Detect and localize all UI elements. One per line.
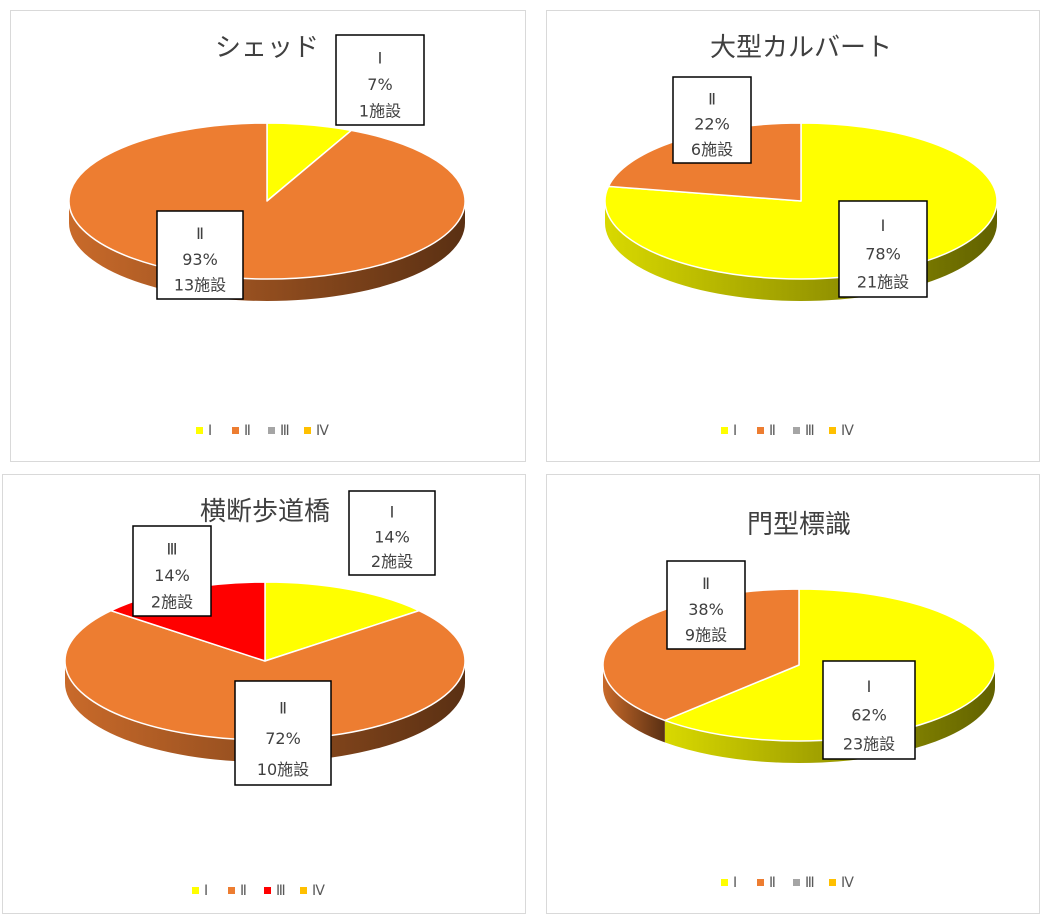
legend-swatch — [721, 427, 728, 434]
data-label-count: 13施設 — [174, 276, 226, 295]
legend-swatch — [757, 879, 764, 886]
legend-swatch — [721, 879, 728, 886]
data-label-percent: 62% — [851, 706, 887, 725]
data-label-count: 10施設 — [257, 760, 309, 779]
legend-label: Ⅳ — [841, 423, 854, 439]
data-label: Ⅱ 72% 10施設 — [234, 680, 332, 786]
pie-slice-Ⅰ — [264, 581, 420, 662]
legend-label: Ⅲ — [805, 875, 815, 891]
legend-label: Ⅲ — [280, 423, 290, 439]
data-label-percent: 72% — [265, 729, 301, 748]
data-label-count: 2施設 — [371, 552, 413, 571]
chart-title: 大型カルバート — [710, 33, 892, 63]
legend-swatch — [268, 427, 275, 434]
data-label-percent: 14% — [374, 527, 410, 546]
legend-label: Ⅳ — [312, 883, 325, 899]
pie-chart-svg: 横断歩道橋 Ⅲ 14% 2施設 Ⅰ 14% 2施設 Ⅱ 72% 10施設 Ⅰ Ⅱ Ⅲ Ⅳ — [64, 490, 466, 899]
data-label-category: Ⅰ — [390, 503, 395, 522]
data-label-percent: 38% — [688, 600, 724, 619]
data-label-category: Ⅱ — [702, 574, 710, 593]
pie-slice-Ⅱ — [68, 122, 466, 280]
data-label-count: 2施設 — [151, 592, 193, 611]
data-label-count: 1施設 — [359, 101, 401, 120]
legend-swatch — [829, 427, 836, 434]
data-label-category: Ⅰ — [867, 677, 872, 696]
legend-label: Ⅳ — [316, 423, 329, 439]
pie-panel-pedestrian-bridge: 横断歩道橋 Ⅲ 14% 2施設 Ⅰ 14% 2施設 Ⅱ 72% 10施設 Ⅰ Ⅱ Ⅲ Ⅳ — [2, 474, 526, 914]
legend-label: Ⅱ — [769, 875, 776, 891]
data-label: Ⅰ 78% 21施設 — [838, 200, 928, 298]
legend-label: Ⅰ — [208, 423, 212, 439]
pie-panel-gate-sign: 門型標識 Ⅱ 38% 9施設 Ⅰ 62% 23施設 Ⅰ Ⅱ Ⅲ Ⅳ — [546, 474, 1040, 914]
pie-chart-svg: 門型標識 Ⅱ 38% 9施設 Ⅰ 62% 23施設 Ⅰ Ⅱ Ⅲ Ⅳ — [602, 510, 996, 891]
data-label-category: Ⅰ — [378, 48, 383, 67]
chart-legend: Ⅰ Ⅱ Ⅲ Ⅳ — [196, 423, 329, 439]
legend-label: Ⅲ — [276, 883, 286, 899]
data-label: Ⅲ 14% 2施設 — [132, 525, 212, 617]
legend-swatch — [757, 427, 764, 434]
legend-swatch — [196, 427, 203, 434]
legend-label: Ⅱ — [240, 883, 247, 899]
pie-chart-svg: 大型カルバート Ⅱ 22% 6施設 Ⅰ 78% 21施設 Ⅰ Ⅱ Ⅲ Ⅳ — [604, 33, 998, 439]
data-label-count: 23施設 — [843, 734, 895, 753]
data-label: Ⅱ 22% 6施設 — [672, 76, 752, 164]
chart-legend: Ⅰ Ⅱ Ⅲ Ⅳ — [721, 423, 854, 439]
pie-slice-side — [65, 661, 465, 762]
legend-label: Ⅰ — [733, 423, 737, 439]
legend-swatch — [304, 427, 311, 434]
data-label-percent: 78% — [865, 244, 901, 263]
data-label: Ⅰ 7% 1施設 — [335, 34, 425, 126]
legend-swatch — [228, 887, 235, 894]
legend-swatch — [793, 879, 800, 886]
data-label: Ⅱ 38% 9施設 — [666, 560, 746, 650]
data-label-category: Ⅰ — [881, 216, 886, 235]
pie-slice-side — [603, 665, 665, 743]
data-label: Ⅰ 14% 2施設 — [348, 490, 436, 576]
pie-panel-shed: シェッド Ⅰ 7% 1施設 Ⅱ 93% 13施設 Ⅰ Ⅱ Ⅲ Ⅳ — [10, 10, 526, 462]
legend-label: Ⅰ — [204, 883, 208, 899]
legend-label: Ⅰ — [733, 875, 737, 891]
data-label: Ⅱ 93% 13施設 — [156, 210, 244, 300]
data-label-category: Ⅱ — [279, 699, 287, 718]
pie-chart-svg: シェッド Ⅰ 7% 1施設 Ⅱ 93% 13施設 Ⅰ Ⅱ Ⅲ Ⅳ — [68, 33, 466, 439]
chart-title: 横断歩道橋 — [200, 497, 330, 527]
data-label-count: 9施設 — [685, 626, 727, 645]
legend-label: Ⅳ — [841, 875, 854, 891]
data-label-count: 6施設 — [691, 140, 733, 159]
data-label-percent: 14% — [154, 566, 190, 585]
data-label-count: 21施設 — [857, 273, 909, 292]
data-label: Ⅰ 62% 23施設 — [822, 660, 916, 760]
legend-label: Ⅱ — [769, 423, 776, 439]
legend-swatch — [793, 427, 800, 434]
data-label-percent: 93% — [182, 250, 218, 269]
data-label-percent: 7% — [367, 75, 392, 94]
data-label-category: Ⅱ — [196, 224, 204, 243]
legend-label: Ⅲ — [805, 423, 815, 439]
legend-swatch — [232, 427, 239, 434]
chart-title: シェッド — [215, 33, 319, 63]
legend-swatch — [264, 887, 271, 894]
chart-legend: Ⅰ Ⅱ Ⅲ Ⅳ — [721, 875, 854, 891]
legend-label: Ⅱ — [244, 423, 251, 439]
data-label-percent: 22% — [694, 115, 730, 134]
legend-swatch — [192, 887, 199, 894]
chart-legend: Ⅰ Ⅱ Ⅲ Ⅳ — [192, 883, 325, 899]
data-label-category: Ⅲ — [166, 539, 177, 558]
data-label-category: Ⅱ — [708, 89, 716, 108]
chart-title: 門型標識 — [747, 510, 851, 540]
legend-swatch — [829, 879, 836, 886]
pie-panel-large-culvert: 大型カルバート Ⅱ 22% 6施設 Ⅰ 78% 21施設 Ⅰ Ⅱ Ⅲ Ⅳ — [546, 10, 1040, 462]
legend-swatch — [300, 887, 307, 894]
